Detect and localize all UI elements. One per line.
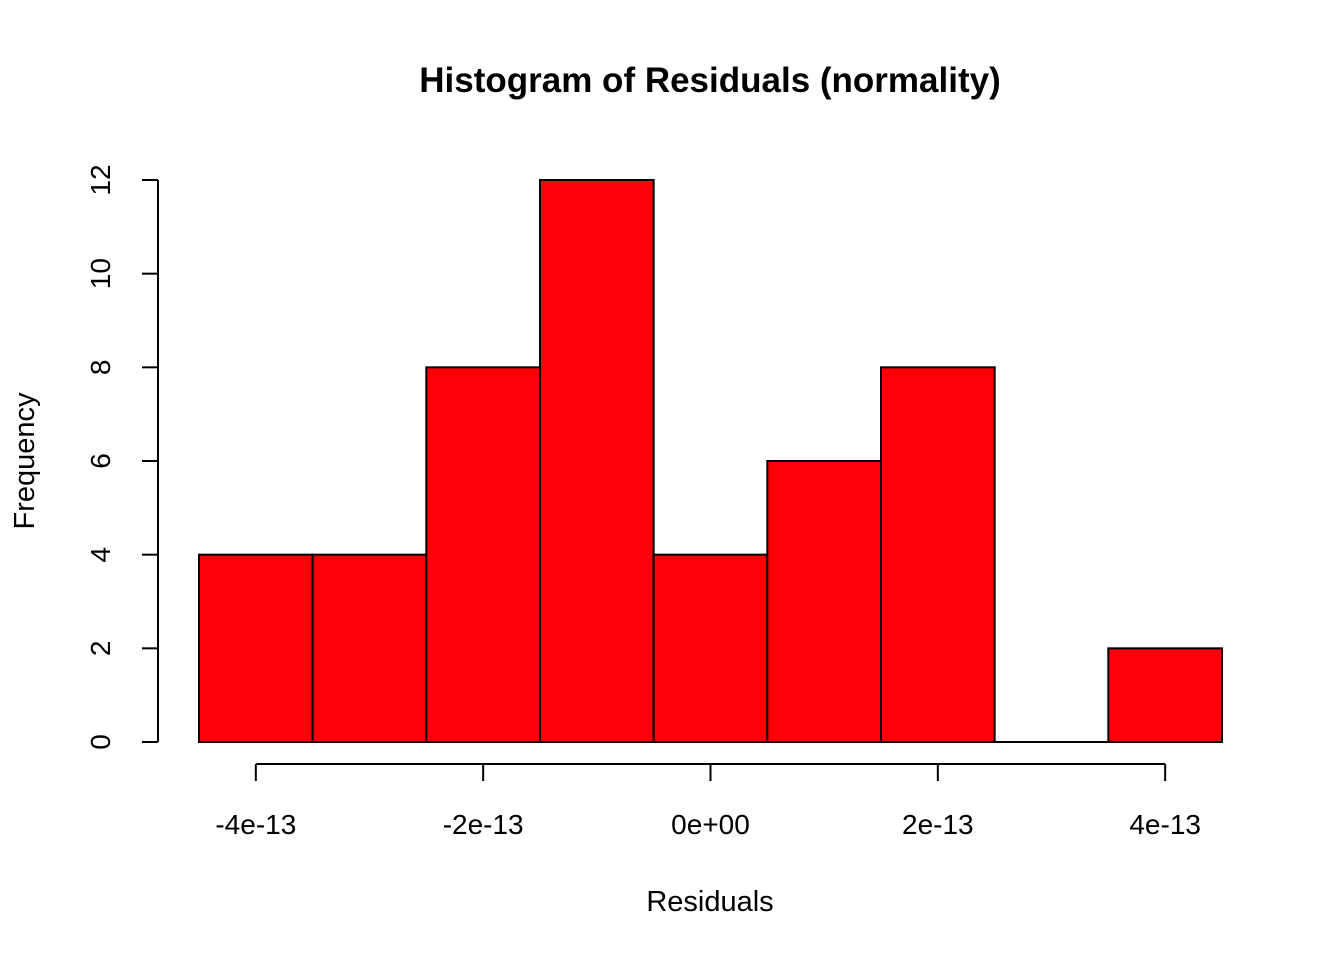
y-tick-label: 8 bbox=[85, 360, 116, 376]
y-tick-label: 10 bbox=[85, 258, 116, 289]
y-tick-label: 0 bbox=[85, 734, 116, 750]
histogram-bar bbox=[652, 553, 769, 744]
bars-group bbox=[198, 179, 1224, 744]
histogram-bar bbox=[766, 460, 882, 743]
y-tick-label: 6 bbox=[85, 453, 116, 469]
y-tick-label: 12 bbox=[85, 164, 116, 195]
y-axis-label: Frequency bbox=[9, 392, 41, 530]
y-axis: 0 2 4 6 8 10 12 bbox=[85, 164, 159, 750]
x-axis: -4e-13 -2e-13 0e+00 2e-13 4e-13 bbox=[215, 763, 1201, 840]
histogram-bar bbox=[539, 179, 655, 743]
x-tick-label: -4e-13 bbox=[215, 809, 296, 840]
x-tick-label: -2e-13 bbox=[443, 809, 524, 840]
x-tick-label: 0e+00 bbox=[671, 809, 750, 840]
histogram-bar bbox=[1107, 647, 1224, 743]
y-tick-label: 2 bbox=[85, 641, 116, 657]
x-tick-label: 2e-13 bbox=[902, 809, 974, 840]
histogram-bar bbox=[425, 366, 542, 743]
x-tick-label: 4e-13 bbox=[1129, 809, 1201, 840]
histogram-bar bbox=[880, 366, 996, 743]
chart-title: Histogram of Residuals (normality) bbox=[419, 61, 1000, 100]
y-tick-label: 4 bbox=[85, 547, 116, 563]
histogram-bar bbox=[311, 553, 428, 744]
histogram-bar bbox=[198, 553, 314, 744]
x-axis-label: Residuals bbox=[646, 886, 773, 918]
